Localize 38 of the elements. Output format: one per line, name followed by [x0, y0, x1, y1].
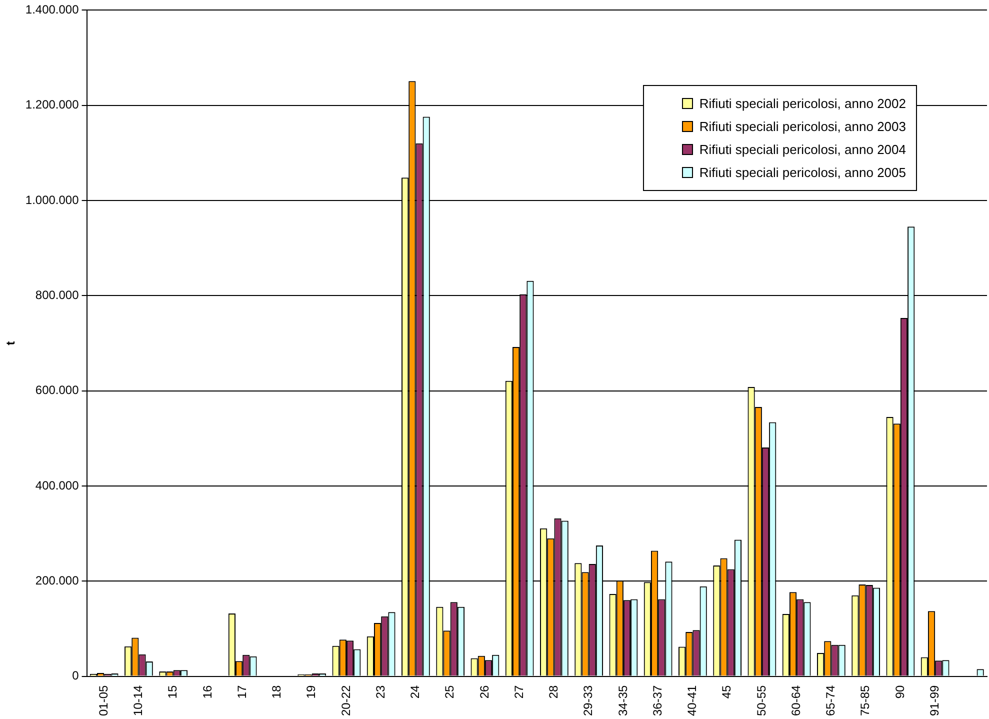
x-tick-label: 91-99 [927, 684, 942, 716]
y-tick-label: 600.000 [35, 383, 80, 398]
x-tick-label: 19 [304, 684, 318, 699]
y-tick-label: 1.200.000 [25, 98, 80, 112]
x-tick-label: 29-33 [581, 684, 596, 716]
x-tick-label: 26 [477, 684, 492, 699]
x-tick-label: 45 [720, 684, 734, 699]
y-tick-label: 800.000 [35, 288, 80, 302]
legend-label: Rifiuti speciali pericolosi, anno 2005 [699, 165, 906, 180]
x-tick-label: 23 [373, 684, 388, 699]
x-tick-label: 36-37 [650, 684, 664, 716]
x-tick-label: 28 [546, 684, 561, 699]
y-axis-title: t [4, 341, 18, 346]
x-tick-label: 50-55 [754, 684, 768, 716]
x-tick-label: 18 [270, 684, 284, 699]
x-tick-label: 20-22 [338, 684, 353, 716]
y-tick-label: 1.400.000 [25, 2, 80, 17]
legend-label: Rifiuti speciali pericolosi, anno 2003 [699, 119, 906, 134]
x-tick-label: 16 [200, 684, 214, 699]
x-tick-label: 40-41 [685, 684, 700, 716]
x-tick-label: 24 [408, 684, 422, 699]
x-tick-label: 25 [442, 684, 457, 699]
legend-label: Rifiuti speciali pericolosi, anno 2002 [699, 96, 906, 111]
legend-label: Rifiuti speciali pericolosi, anno 2004 [699, 142, 906, 157]
x-tick-label: 01-05 [96, 684, 110, 716]
y-tick-label: 1.000.000 [25, 192, 80, 207]
x-tick-label: 27 [512, 684, 526, 699]
x-tick-label: 90 [892, 684, 907, 699]
y-tick-label: 200.000 [35, 573, 80, 588]
y-tick-label: 0 [72, 668, 80, 683]
x-tick-label: 65-74 [824, 684, 838, 716]
x-tick-label: 75-85 [858, 684, 872, 716]
y-tick-label: 400.000 [35, 478, 80, 492]
x-tick-label: 34-35 [616, 684, 630, 716]
x-tick-label: 10-14 [131, 684, 146, 716]
x-tick-label: 17 [234, 684, 249, 699]
x-tick-label: 15 [166, 684, 180, 699]
x-tick-label: 60-64 [788, 684, 803, 716]
